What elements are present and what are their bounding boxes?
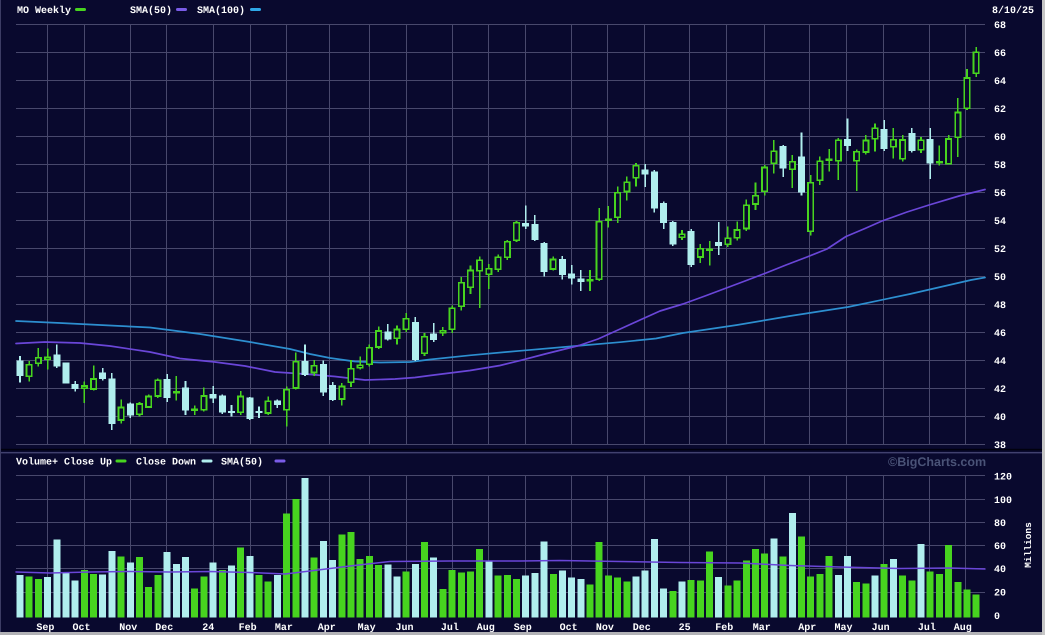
svg-text:Mar: Mar xyxy=(275,623,293,634)
svg-text:©BigCharts.com: ©BigCharts.com xyxy=(888,455,986,469)
svg-text:48: 48 xyxy=(994,301,1006,312)
svg-text:80: 80 xyxy=(994,519,1006,530)
svg-text:24: 24 xyxy=(202,623,214,634)
svg-text:Sep: Sep xyxy=(514,623,532,634)
svg-text:Mar: Mar xyxy=(753,623,771,634)
svg-text:SMA(50): SMA(50) xyxy=(130,5,172,17)
svg-text:Nov: Nov xyxy=(596,623,614,634)
svg-text:Feb: Feb xyxy=(715,622,733,634)
svg-text:54: 54 xyxy=(994,217,1006,228)
svg-text:Dec: Dec xyxy=(155,623,173,634)
svg-text:100: 100 xyxy=(994,496,1012,507)
svg-text:May: May xyxy=(834,623,852,634)
svg-text:Apr: Apr xyxy=(798,623,816,634)
svg-text:Oct: Oct xyxy=(560,623,578,634)
svg-text:Aug: Aug xyxy=(477,623,495,634)
svg-text:56: 56 xyxy=(994,189,1006,200)
svg-text:Oct: Oct xyxy=(72,623,90,634)
svg-text:SMA(50): SMA(50) xyxy=(221,457,263,469)
svg-text:Feb: Feb xyxy=(239,622,257,634)
svg-text:40: 40 xyxy=(994,565,1006,576)
svg-text:SMA(100): SMA(100) xyxy=(197,5,245,17)
svg-text:60: 60 xyxy=(994,542,1006,553)
svg-text:MO Weekly: MO Weekly xyxy=(17,5,71,17)
svg-text:Apr: Apr xyxy=(318,623,336,634)
svg-text:0: 0 xyxy=(994,612,1000,623)
svg-text:Dec: Dec xyxy=(633,623,651,634)
svg-text:44: 44 xyxy=(994,357,1006,368)
svg-text:Jun: Jun xyxy=(395,623,413,634)
svg-text:68: 68 xyxy=(994,21,1006,32)
svg-text:Volume+ Close Up: Volume+ Close Up xyxy=(16,457,112,469)
svg-text:8/10/25: 8/10/25 xyxy=(992,5,1034,17)
svg-text:64: 64 xyxy=(994,77,1006,88)
svg-text:62: 62 xyxy=(994,105,1006,116)
svg-text:40: 40 xyxy=(994,413,1006,424)
svg-text:Aug: Aug xyxy=(954,623,972,634)
svg-text:52: 52 xyxy=(994,245,1006,256)
svg-text:60: 60 xyxy=(994,133,1006,144)
svg-text:Sep: Sep xyxy=(36,623,54,634)
svg-text:May: May xyxy=(358,623,376,634)
svg-text:66: 66 xyxy=(994,49,1006,60)
svg-text:Millions: Millions xyxy=(1023,522,1034,568)
svg-text:Jul: Jul xyxy=(918,622,936,634)
svg-text:120: 120 xyxy=(994,472,1012,483)
svg-text:50: 50 xyxy=(994,273,1006,284)
svg-text:42: 42 xyxy=(994,385,1006,396)
svg-text:20: 20 xyxy=(994,589,1006,600)
svg-text:Close Down: Close Down xyxy=(136,457,196,469)
svg-text:Nov: Nov xyxy=(119,623,137,634)
svg-text:Jul: Jul xyxy=(441,622,459,634)
svg-text:46: 46 xyxy=(994,329,1006,340)
svg-text:38: 38 xyxy=(994,441,1006,452)
svg-text:25: 25 xyxy=(679,623,691,634)
svg-text:Jun: Jun xyxy=(872,623,890,634)
svg-text:58: 58 xyxy=(994,161,1006,172)
